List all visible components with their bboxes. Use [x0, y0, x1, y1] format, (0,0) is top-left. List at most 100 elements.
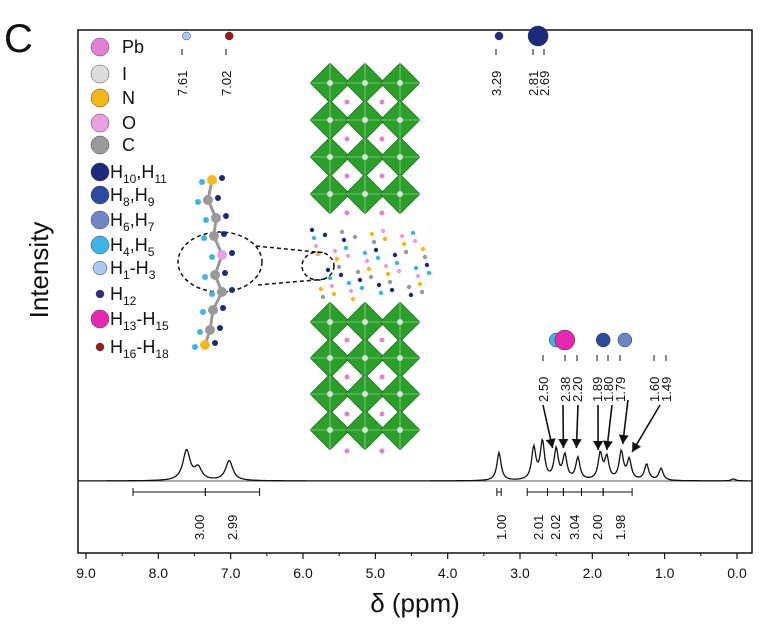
- organic-atom: [382, 236, 388, 242]
- atom: [217, 250, 227, 260]
- peak-arrowhead: [618, 434, 629, 444]
- marker-ball: [494, 31, 504, 41]
- integral-value: 2.00: [590, 515, 605, 540]
- legend-swatch: [90, 88, 110, 108]
- organic-atom: [410, 230, 416, 236]
- octahedron: [309, 136, 351, 178]
- legend-label: H4,H5: [110, 235, 155, 259]
- legend-subscript: 11: [154, 172, 167, 186]
- octahedron-atom: [327, 427, 333, 433]
- h-atom: [219, 175, 225, 181]
- legend-label: O: [122, 113, 136, 133]
- legend-label: H12: [110, 284, 137, 308]
- octahedron-atom: [362, 355, 368, 361]
- atom: [203, 195, 213, 205]
- h-atom: [200, 309, 206, 315]
- h-atom: [199, 179, 205, 185]
- zoom-line-top: [255, 245, 327, 254]
- plot-frame: [77, 29, 753, 554]
- organic-atom: [371, 239, 377, 245]
- organic-atom: [383, 263, 389, 269]
- atom: [208, 305, 218, 315]
- cage-molecule: [379, 99, 385, 105]
- x-tick-label: 1.0: [655, 565, 675, 581]
- marker-ball: [617, 332, 633, 348]
- legend-subscript: 6: [123, 220, 130, 234]
- octahedron: [344, 62, 386, 104]
- legend-symbol: C: [122, 135, 135, 155]
- h-atom: [229, 250, 235, 256]
- molecule-illustration: [177, 175, 335, 350]
- legend-separator: ,H: [130, 185, 148, 205]
- h-atom: [209, 254, 215, 260]
- x-tick-label: 3.0: [510, 565, 530, 581]
- x-tick-label: 7.0: [221, 565, 241, 581]
- octahedron-atom: [362, 117, 368, 123]
- organic-atom: [334, 256, 340, 262]
- octahedron-atom: [327, 117, 333, 123]
- octahedron-atom: [362, 391, 368, 397]
- legend-separator: -H: [130, 258, 149, 278]
- organic-atom: [426, 270, 432, 276]
- organic-atom: [394, 260, 400, 266]
- octahedron-atom: [397, 355, 403, 361]
- atom: [211, 213, 221, 223]
- organic-atom: [338, 272, 344, 278]
- legend-symbol: H: [110, 210, 123, 230]
- legend-label: H8,H9: [110, 185, 155, 209]
- octahedron: [379, 173, 421, 215]
- organic-atom: [313, 243, 319, 249]
- cage-molecule: [344, 136, 350, 142]
- organic-atom: [408, 292, 414, 298]
- peak-label: 2.50: [536, 377, 551, 402]
- organic-atom: [406, 284, 412, 290]
- octahedron-atom: [327, 319, 333, 325]
- organic-atom: [329, 283, 335, 289]
- organic-atom: [325, 267, 331, 273]
- organic-atom: [413, 265, 419, 271]
- organic-atom: [348, 288, 354, 294]
- x-tick-label: 5.0: [366, 565, 386, 581]
- organic-atom: [375, 255, 381, 261]
- x-tick-label: 6.0: [293, 565, 313, 581]
- organic-atom: [401, 241, 407, 247]
- organic-atom: [366, 266, 372, 272]
- legend-symbol: H: [110, 258, 123, 278]
- peak-arrows: [542, 399, 661, 453]
- panel-label: C: [4, 17, 33, 61]
- x-tick-label: 4.0: [438, 565, 458, 581]
- legend-subscript: 3: [149, 268, 156, 282]
- y-axis-label: Intensity: [24, 222, 54, 319]
- octahedron-atom: [327, 191, 333, 197]
- legend-swatch: [95, 289, 105, 299]
- organic-atom: [350, 296, 356, 302]
- legend-symbol: H: [110, 309, 123, 329]
- h-atom: [209, 291, 215, 297]
- organic-atom: [403, 249, 409, 255]
- octahedron-atom: [362, 427, 368, 433]
- octahedron-atom: [327, 391, 333, 397]
- cage-molecule: [344, 210, 350, 216]
- octahedron: [379, 62, 421, 104]
- legend-subscript: 7: [148, 220, 155, 234]
- octahedron-atom: [362, 80, 368, 86]
- legend-separator: -H: [136, 309, 155, 329]
- h-atom: [202, 274, 208, 280]
- peak-arrow: [631, 404, 661, 453]
- legend-subscript: 4: [123, 245, 130, 259]
- legend-separator: -H: [136, 337, 155, 357]
- octahedron: [379, 301, 421, 343]
- organic-atom: [424, 262, 430, 268]
- legend-swatch: [90, 135, 110, 155]
- legend-swatch: [90, 64, 110, 84]
- peak-arrowhead: [593, 440, 604, 450]
- peak-label: 1.79: [613, 377, 628, 402]
- octahedron: [379, 373, 421, 415]
- x-tick-label: 8.0: [149, 565, 169, 581]
- cage-molecule: [379, 411, 385, 417]
- organic-atom: [387, 279, 393, 285]
- organic-atom: [318, 286, 324, 292]
- cage-molecule: [379, 136, 385, 142]
- organic-atom: [346, 280, 352, 286]
